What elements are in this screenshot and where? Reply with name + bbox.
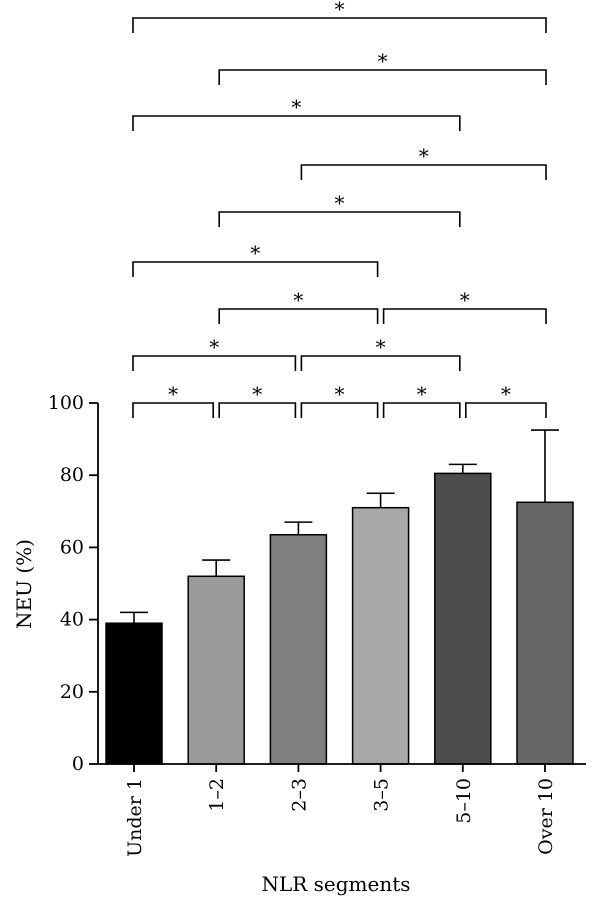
x-tick-label-1: 1–2 xyxy=(206,778,228,812)
y-tick-label-5: 100 xyxy=(48,392,84,414)
significance-bracket-0 xyxy=(132,402,214,418)
x-tick-label-2: 2–3 xyxy=(288,778,310,812)
x-tick-label-0: Under 1 xyxy=(124,778,146,857)
y-tick-label-4: 80 xyxy=(60,464,84,486)
x-tick-label-5: Over 10 xyxy=(535,778,557,855)
significance-bracket-12 xyxy=(132,115,461,131)
significance-star-6: * xyxy=(376,335,386,359)
significance-star-9: * xyxy=(250,241,260,265)
significance-bracket-2 xyxy=(300,402,379,418)
x-tick-label-4: 5–10 xyxy=(453,778,475,824)
significance-star-10: * xyxy=(335,191,345,215)
significance-star-12: * xyxy=(291,95,301,119)
y-tick-label-3: 60 xyxy=(60,536,84,558)
significance-star-2: * xyxy=(335,382,345,406)
significance-bracket-11 xyxy=(300,164,547,180)
y-tick-label-1: 20 xyxy=(60,681,84,703)
bar-2 xyxy=(269,534,328,765)
significance-bracket-6 xyxy=(300,355,461,371)
significance-star-4: * xyxy=(501,382,511,406)
significance-star-3: * xyxy=(417,382,427,406)
y-axis-title: NEU (%) xyxy=(12,539,36,629)
significance-star-14: * xyxy=(335,0,345,21)
significance-bracket-7 xyxy=(218,308,379,324)
x-tick-label-3: 3–5 xyxy=(371,778,393,812)
significance-star-0: * xyxy=(168,382,178,406)
x-axis-title: NLR segments xyxy=(261,872,410,896)
significance-bracket-4 xyxy=(465,402,547,418)
significance-bracket-8 xyxy=(382,308,547,324)
bar-5 xyxy=(516,501,574,765)
bar-3 xyxy=(351,506,410,765)
significance-bracket-1 xyxy=(218,402,297,418)
error-bars xyxy=(120,429,559,635)
significance-bracket-14 xyxy=(132,17,547,33)
significance-bracket-5 xyxy=(132,355,297,371)
bar-0 xyxy=(105,622,163,765)
significance-bracket-9 xyxy=(132,261,379,277)
y-tick-label-2: 40 xyxy=(60,609,84,631)
bar-4 xyxy=(434,472,492,765)
significance-star-5: * xyxy=(209,335,219,359)
bars xyxy=(105,472,574,765)
bar-1 xyxy=(187,575,245,765)
significance-brackets: * * * * * * * * * * * * * * * xyxy=(132,0,547,418)
y-tick-label-0: 0 xyxy=(72,753,84,775)
significance-bracket-10 xyxy=(218,211,461,227)
significance-star-7: * xyxy=(293,288,303,312)
significance-star-8: * xyxy=(460,288,470,312)
significance-bracket-3 xyxy=(382,402,461,418)
significance-bracket-13 xyxy=(218,69,547,85)
significance-star-13: * xyxy=(378,49,388,73)
significance-star-11: * xyxy=(419,144,429,168)
significance-star-1: * xyxy=(252,382,262,406)
y-axis: 0 20 40 60 80 100 xyxy=(48,392,99,775)
x-axis: Under 1 1–2 2–3 3–5 5–10 Over 10 xyxy=(98,763,586,857)
